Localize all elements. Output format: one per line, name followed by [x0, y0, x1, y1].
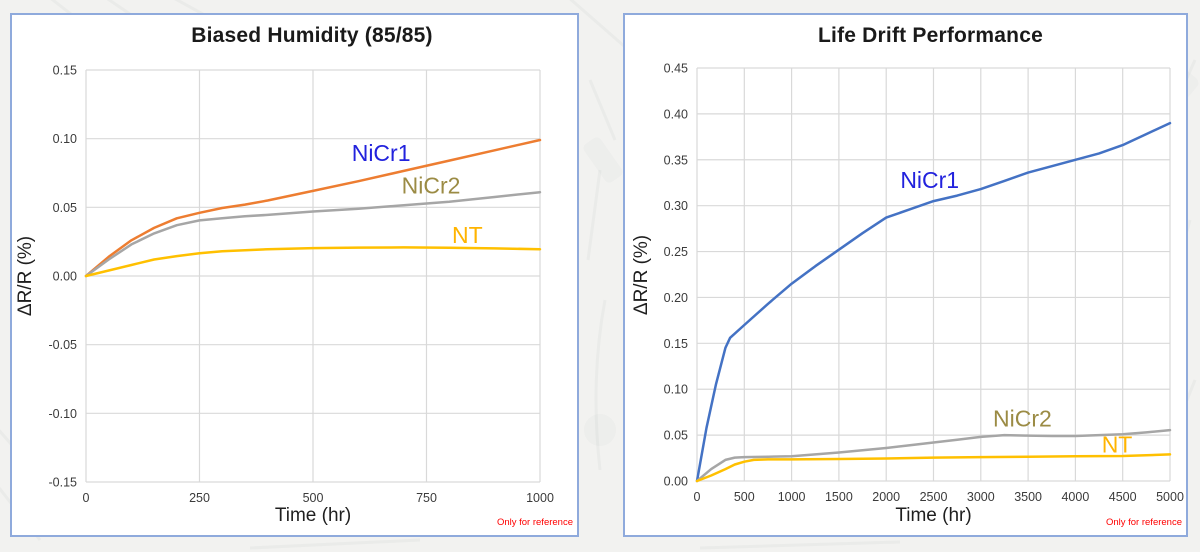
series-line-NiCr2 — [84, 190, 542, 278]
series-line-NiCr1 — [695, 121, 1172, 483]
x-tick-label: 250 — [189, 491, 210, 505]
series-line-NT — [695, 453, 1172, 483]
series-label-NiCr2: NiCr2 — [993, 406, 1052, 432]
series-line-NT — [84, 246, 542, 278]
chart-panel-life-drift: Life Drift Performance 0.45 0.40 0.35 0.30 0… — [623, 13, 1188, 537]
y-tick-label: 0.15 — [53, 64, 77, 78]
reference-footnote: Only for reference — [1105, 517, 1182, 528]
y-tick-label: 0.15 — [664, 337, 688, 351]
y-tick-label: 0.25 — [664, 245, 688, 259]
x-tick-label: 500 — [734, 490, 755, 504]
y-tick-label: 0.00 — [664, 475, 688, 489]
x-tick-label: 4000 — [1061, 490, 1089, 504]
series-line-NiCr1 — [84, 138, 542, 278]
x-tick-label: 2500 — [920, 490, 948, 504]
x-tick-label: 5000 — [1156, 490, 1184, 504]
y-tick-label: 0.05 — [53, 201, 77, 215]
x-tick-label: 3000 — [967, 490, 995, 504]
y-tick-label: 0.10 — [53, 132, 77, 146]
chart-panel-biased-humidity: Biased Humidity (85/85) 0.15 0.10 0.05 0.00… — [10, 13, 579, 537]
chart-title: Life Drift Performance — [818, 24, 1043, 47]
x-tick-label: 500 — [303, 491, 324, 505]
y-axis-title: ΔR/R (%) — [631, 235, 652, 315]
series-label-NiCr1: NiCr1 — [900, 167, 959, 193]
y-tick-label: 0.05 — [664, 429, 688, 443]
x-tick-label: 750 — [416, 491, 437, 505]
series-line-NiCr2 — [695, 428, 1172, 483]
x-tick-label: 3500 — [1014, 490, 1042, 504]
series-label-NT: NT — [1102, 431, 1133, 457]
x-tick-label: 1000 — [526, 491, 554, 505]
y-tick-label: -0.05 — [49, 338, 78, 352]
y-tick-label: 0.20 — [664, 291, 688, 305]
series-label-NT: NT — [452, 222, 483, 248]
y-tick-label: 0.00 — [53, 270, 77, 284]
y-tick-label: 0.30 — [664, 199, 688, 213]
x-axis-title: Time (hr) — [895, 505, 972, 526]
y-tick-label: -0.10 — [49, 407, 78, 421]
y-tick-label: 0.10 — [664, 383, 688, 397]
plot-area: 0.15 0.10 0.05 0.00 -0.05 -0.10 -0.15 0 250 500 75… — [49, 64, 554, 506]
series-label-NiCr1: NiCr1 — [352, 140, 411, 166]
chart-title: Biased Humidity (85/85) — [191, 24, 433, 47]
x-tick-label: 1500 — [825, 490, 853, 504]
reference-footnote: Only for reference — [496, 517, 573, 528]
plot-area: 0.45 0.40 0.35 0.30 0.25 0.20 0.15 0.10 0.05 0.00… — [664, 62, 1184, 505]
x-tick-label: 0 — [694, 490, 701, 504]
y-tick-label: 0.45 — [664, 62, 688, 76]
life-drift-plot: 0.45 0.40 0.35 0.30 0.25 0.20 0.15 0.10 0.05 0.00… — [631, 62, 1184, 505]
x-tick-label: 2000 — [872, 490, 900, 504]
y-tick-label: -0.15 — [49, 476, 78, 490]
y-axis-title: ΔR/R (%) — [15, 236, 36, 316]
x-tick-label: 4500 — [1109, 490, 1137, 504]
x-tick-label: 0 — [83, 491, 90, 505]
x-tick-label: 1000 — [778, 490, 806, 504]
series-label-NiCr2: NiCr2 — [402, 172, 461, 198]
y-tick-label: 0.35 — [664, 153, 688, 167]
x-axis-title: Time (hr) — [274, 505, 352, 526]
biased-humidity-plot: 0.15 0.10 0.05 0.00 -0.05 -0.10 -0.15 0 250 500 75… — [15, 64, 554, 506]
y-tick-label: 0.40 — [664, 107, 688, 121]
